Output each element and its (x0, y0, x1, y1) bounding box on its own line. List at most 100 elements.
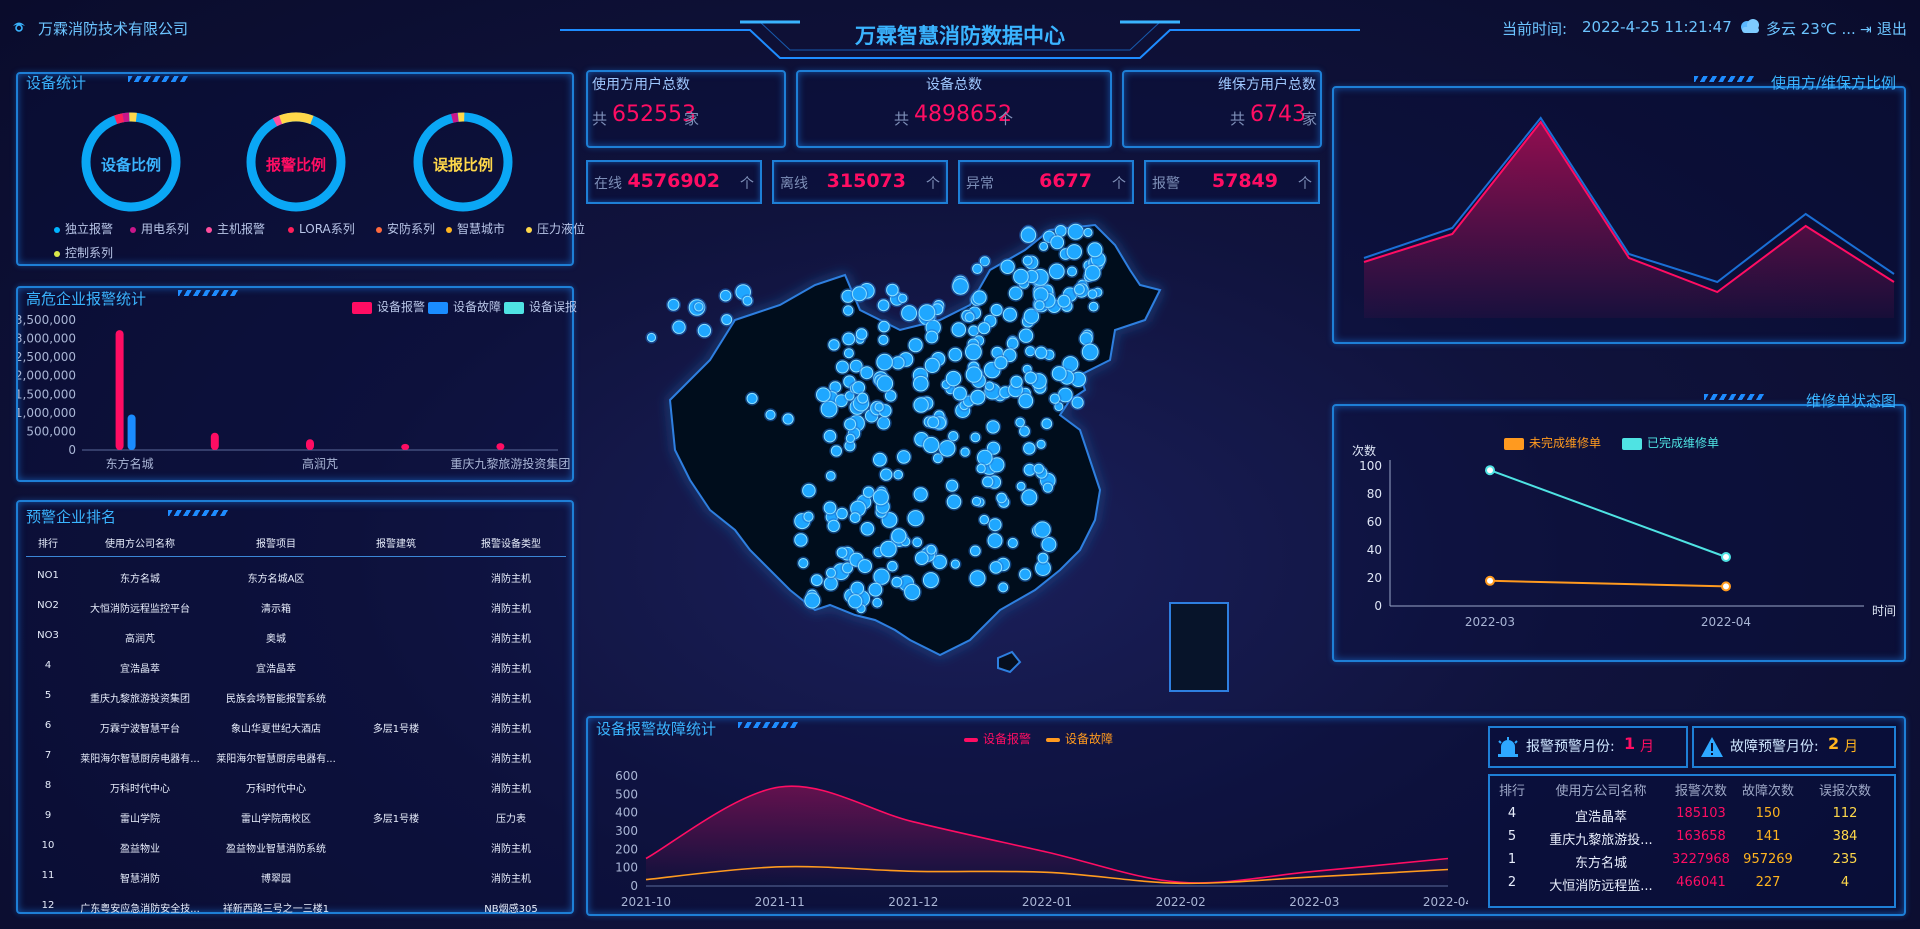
device-dot[interactable] (1024, 371, 1037, 384)
device-dot[interactable] (1088, 301, 1099, 312)
device-dot[interactable] (849, 512, 861, 524)
device-dot[interactable] (810, 574, 823, 587)
device-dot[interactable] (901, 305, 918, 322)
device-dot[interactable] (848, 594, 863, 609)
legend-item[interactable]: 智慧城市 (446, 220, 505, 237)
device-dot[interactable] (1050, 235, 1065, 250)
device-dot[interactable] (868, 582, 883, 597)
device-dot[interactable] (1020, 227, 1037, 243)
device-dot[interactable] (827, 519, 840, 533)
logout-button[interactable]: ⇥ 退出 (1860, 18, 1907, 38)
device-dot[interactable] (1049, 393, 1060, 404)
device-dot[interactable] (891, 576, 903, 588)
device-dot[interactable] (1057, 294, 1071, 308)
table-row[interactable]: 6 万霖宁波智慧平台 象山华夏世纪大酒店 多层1号楼 消防主机 (26, 720, 586, 744)
device-dot[interactable] (1022, 255, 1033, 266)
device-dot[interactable] (990, 303, 1003, 317)
device-dot[interactable] (876, 375, 894, 392)
legend-item[interactable]: 压力液位 (526, 220, 585, 237)
repair-point[interactable] (1485, 465, 1495, 476)
device-dot[interactable] (1021, 489, 1038, 506)
device-dot[interactable] (893, 469, 904, 480)
device-dot[interactable] (927, 416, 940, 429)
device-dot[interactable] (1000, 259, 1015, 274)
device-dot[interactable] (1010, 375, 1023, 389)
device-dot[interactable] (1015, 417, 1025, 428)
device-dot[interactable] (828, 339, 840, 351)
table-row[interactable]: 4 宜浩晶萃 宜浩晶萃 消防主机 (26, 660, 586, 684)
device-dot[interactable] (952, 278, 969, 295)
device-dot[interactable] (721, 314, 733, 326)
device-dot[interactable] (908, 338, 923, 353)
legend-item[interactable]: 设备报警 (964, 730, 1031, 747)
device-dot[interactable] (1067, 223, 1084, 240)
repair-point[interactable] (1721, 552, 1731, 562)
device-dot[interactable] (1025, 346, 1036, 357)
legend-item[interactable]: 设备故障 (1046, 730, 1113, 747)
device-dot[interactable] (1019, 568, 1032, 581)
legend-item[interactable]: 已完成维修单 (1622, 434, 1719, 451)
device-dot[interactable] (1087, 242, 1103, 258)
device-dot[interactable] (1067, 266, 1077, 277)
legend-item[interactable]: 独立报警 (54, 220, 113, 237)
table-row[interactable]: 7 莱阳海尔智慧厨房电器有... 莱阳海尔智慧厨房电器有... 消防主机 (26, 750, 586, 774)
device-dot[interactable] (960, 447, 970, 457)
device-dot[interactable] (1084, 265, 1101, 281)
device-dot[interactable] (969, 545, 981, 557)
device-dot[interactable] (897, 450, 911, 464)
device-dot[interactable] (907, 510, 924, 527)
device-dot[interactable] (825, 471, 836, 481)
bar-mark[interactable] (210, 432, 219, 450)
device-dot[interactable] (880, 468, 893, 481)
table-row[interactable]: 11 智慧消防 博翠园 消防主机 (26, 870, 586, 894)
device-dot[interactable] (938, 440, 956, 457)
device-dot[interactable] (1083, 227, 1093, 238)
device-dot[interactable] (1066, 244, 1082, 260)
device-dot[interactable] (965, 343, 982, 361)
device-dot[interactable] (782, 413, 794, 425)
ring-device-ratio[interactable] (76, 107, 186, 217)
device-dot[interactable] (1034, 300, 1045, 311)
table-row[interactable]: NO2 大恒消防远程监控平台 清示箱 消防主机 (26, 600, 586, 624)
device-dot[interactable] (844, 418, 857, 431)
device-dot[interactable] (872, 489, 889, 506)
device-dot[interactable] (976, 463, 986, 474)
device-dot[interactable] (646, 332, 657, 343)
device-dot[interactable] (851, 286, 867, 302)
device-dot[interactable] (915, 551, 929, 566)
bar-mark[interactable] (401, 443, 410, 450)
table-row[interactable]: 5 重庆九黎旅游投资集团 民族会场智能报警系统 消防主机 (26, 690, 586, 714)
table-row[interactable]: 4 宜浩晶萃 185103 150 112 (1490, 806, 1890, 828)
device-dot[interactable] (965, 366, 983, 383)
device-dot[interactable] (857, 392, 869, 404)
device-dot[interactable] (742, 295, 753, 306)
legend-item[interactable]: LORA系列 (288, 220, 355, 237)
device-dot[interactable] (1087, 289, 1098, 299)
device-dot[interactable] (877, 299, 890, 312)
device-dot[interactable] (1018, 328, 1034, 343)
device-dot[interactable] (926, 544, 937, 555)
device-dot[interactable] (1071, 396, 1084, 409)
legend-item[interactable]: 用电系列 (130, 220, 189, 237)
device-dot[interactable] (858, 559, 872, 574)
device-dot[interactable] (849, 359, 863, 373)
device-dot[interactable] (1034, 346, 1048, 359)
repair-point[interactable] (1485, 575, 1495, 586)
device-dot[interactable] (850, 581, 865, 596)
device-dot[interactable] (945, 370, 962, 387)
table-row[interactable]: 10 盈益物业 盈益物业智慧消防系统 消防主机 (26, 840, 586, 864)
device-dot[interactable] (794, 533, 808, 547)
device-dot[interactable] (996, 492, 1007, 504)
device-dot[interactable] (979, 256, 990, 267)
device-dot[interactable] (816, 387, 831, 402)
repair-point[interactable] (1721, 581, 1731, 592)
device-dot[interactable] (988, 518, 1002, 532)
device-dot[interactable] (843, 348, 854, 359)
device-dot[interactable] (878, 320, 890, 333)
device-dot[interactable] (913, 397, 929, 413)
table-row[interactable]: 9 雷山学院 雷山学院南校区 多层1号楼 压力表 (26, 810, 586, 834)
device-dot[interactable] (1042, 482, 1053, 493)
device-dot[interactable] (719, 289, 732, 302)
device-dot[interactable] (972, 263, 983, 274)
ring-alarm-ratio[interactable] (241, 107, 351, 217)
